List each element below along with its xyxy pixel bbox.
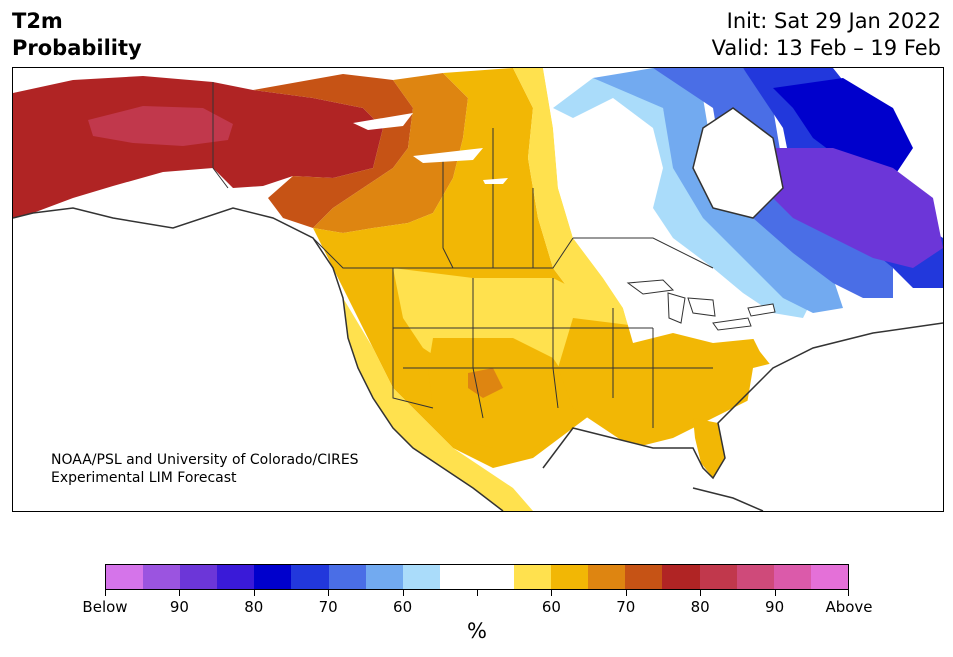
region-alaska-dark-red [13, 76, 383, 218]
colorbar-segment [402, 565, 440, 589]
credit-line-1: NOAA/PSL and University of Colorado/CIRE… [51, 452, 359, 468]
colorbar-tick [402, 590, 404, 596]
colorbar-tick-label: 70 [318, 598, 338, 616]
colorbar-tick-label: 90 [765, 598, 785, 616]
colorbar-segment [662, 565, 700, 589]
colorbar-ticks [105, 590, 849, 598]
colorbar-segment [291, 565, 329, 589]
colorbar-tick [774, 590, 776, 596]
init-date: Init: Sat 29 Jan 2022 [726, 9, 941, 33]
colorbar-tick [477, 590, 478, 596]
region-quebec-purple [753, 148, 943, 268]
region-prairie-yellow [513, 68, 633, 343]
hudson-bay [693, 108, 783, 218]
valid-date-range: Valid: 13 Feb – 19 Feb [711, 36, 941, 60]
title-line-2: Probability [12, 36, 142, 60]
colorbar-tick [253, 590, 255, 596]
region-southeast-gold [558, 318, 773, 448]
colorbar-segment [476, 565, 515, 589]
credit-line-2: Experimental LIM Forecast [51, 470, 237, 486]
colorbar-tick-label: 90 [169, 598, 189, 616]
colorbar-segment [551, 565, 589, 589]
colorbar-tick-label: Above [825, 598, 873, 616]
region-west-yellow [343, 298, 533, 511]
colorbar-tick [625, 590, 627, 596]
northern-lakes [353, 113, 508, 184]
colorbar-segment [143, 565, 181, 589]
colorbar-segment [810, 565, 848, 589]
map-title: T2m Probability [12, 8, 142, 62]
region-alaska-crimson [88, 106, 233, 146]
colorbar-tick [179, 590, 181, 596]
colorbar-segment [180, 565, 218, 589]
title-line-1: T2m [12, 9, 63, 33]
map-credit: NOAA/PSL and University of Colorado/CIRE… [51, 451, 359, 487]
colorbar-tick-label: 60 [541, 598, 561, 616]
colorbar-segment [106, 565, 144, 589]
colorbar-segment [328, 565, 366, 589]
great-lakes [626, 279, 776, 331]
colorbar-segment [514, 565, 552, 589]
region-canada-orange [313, 73, 468, 233]
political-borders [212, 82, 714, 428]
colorbar-tick-label: 80 [690, 598, 710, 616]
colorbar-segment [699, 565, 737, 589]
region-white-neutral [543, 68, 773, 343]
colorbar-segment [773, 565, 811, 589]
colorbar-tick-label: 60 [393, 598, 413, 616]
colorbar-segment [365, 565, 403, 589]
north-america-map-graphic [13, 68, 943, 511]
colorbar-tick-label: Below [82, 598, 128, 616]
probability-colorbar [105, 564, 849, 590]
colorbar-tick [700, 590, 702, 596]
forecast-dates: Init: Sat 29 Jan 2022 Valid: 13 Feb – 19… [712, 8, 941, 62]
coastlines [13, 107, 943, 511]
region-southwest-gold [428, 338, 573, 448]
colorbar-segment [217, 565, 255, 589]
region-deep-blue [773, 78, 913, 178]
colorbar-unit-label: % [467, 619, 487, 643]
colorbar-segment [588, 565, 626, 589]
colorbar-tick-label: 70 [616, 598, 636, 616]
colorbar-tick-label: 80 [244, 598, 264, 616]
colorbar-tick [848, 590, 849, 596]
ocean-atlantic [725, 328, 943, 511]
colorbar-tick [328, 590, 330, 596]
colorbar-segment [736, 565, 774, 589]
probability-map: NOAA/PSL and University of Colorado/CIRE… [12, 67, 944, 512]
region-southwest-orange [468, 368, 503, 398]
colorbar-tick [551, 590, 553, 596]
ocean-pacific [13, 208, 503, 511]
colorbar-segment [254, 565, 292, 589]
region-yukon-orange-red [253, 74, 413, 228]
colorbar-segment [625, 565, 663, 589]
colorbar-segment [439, 565, 477, 589]
colorbar-tick [105, 590, 106, 596]
